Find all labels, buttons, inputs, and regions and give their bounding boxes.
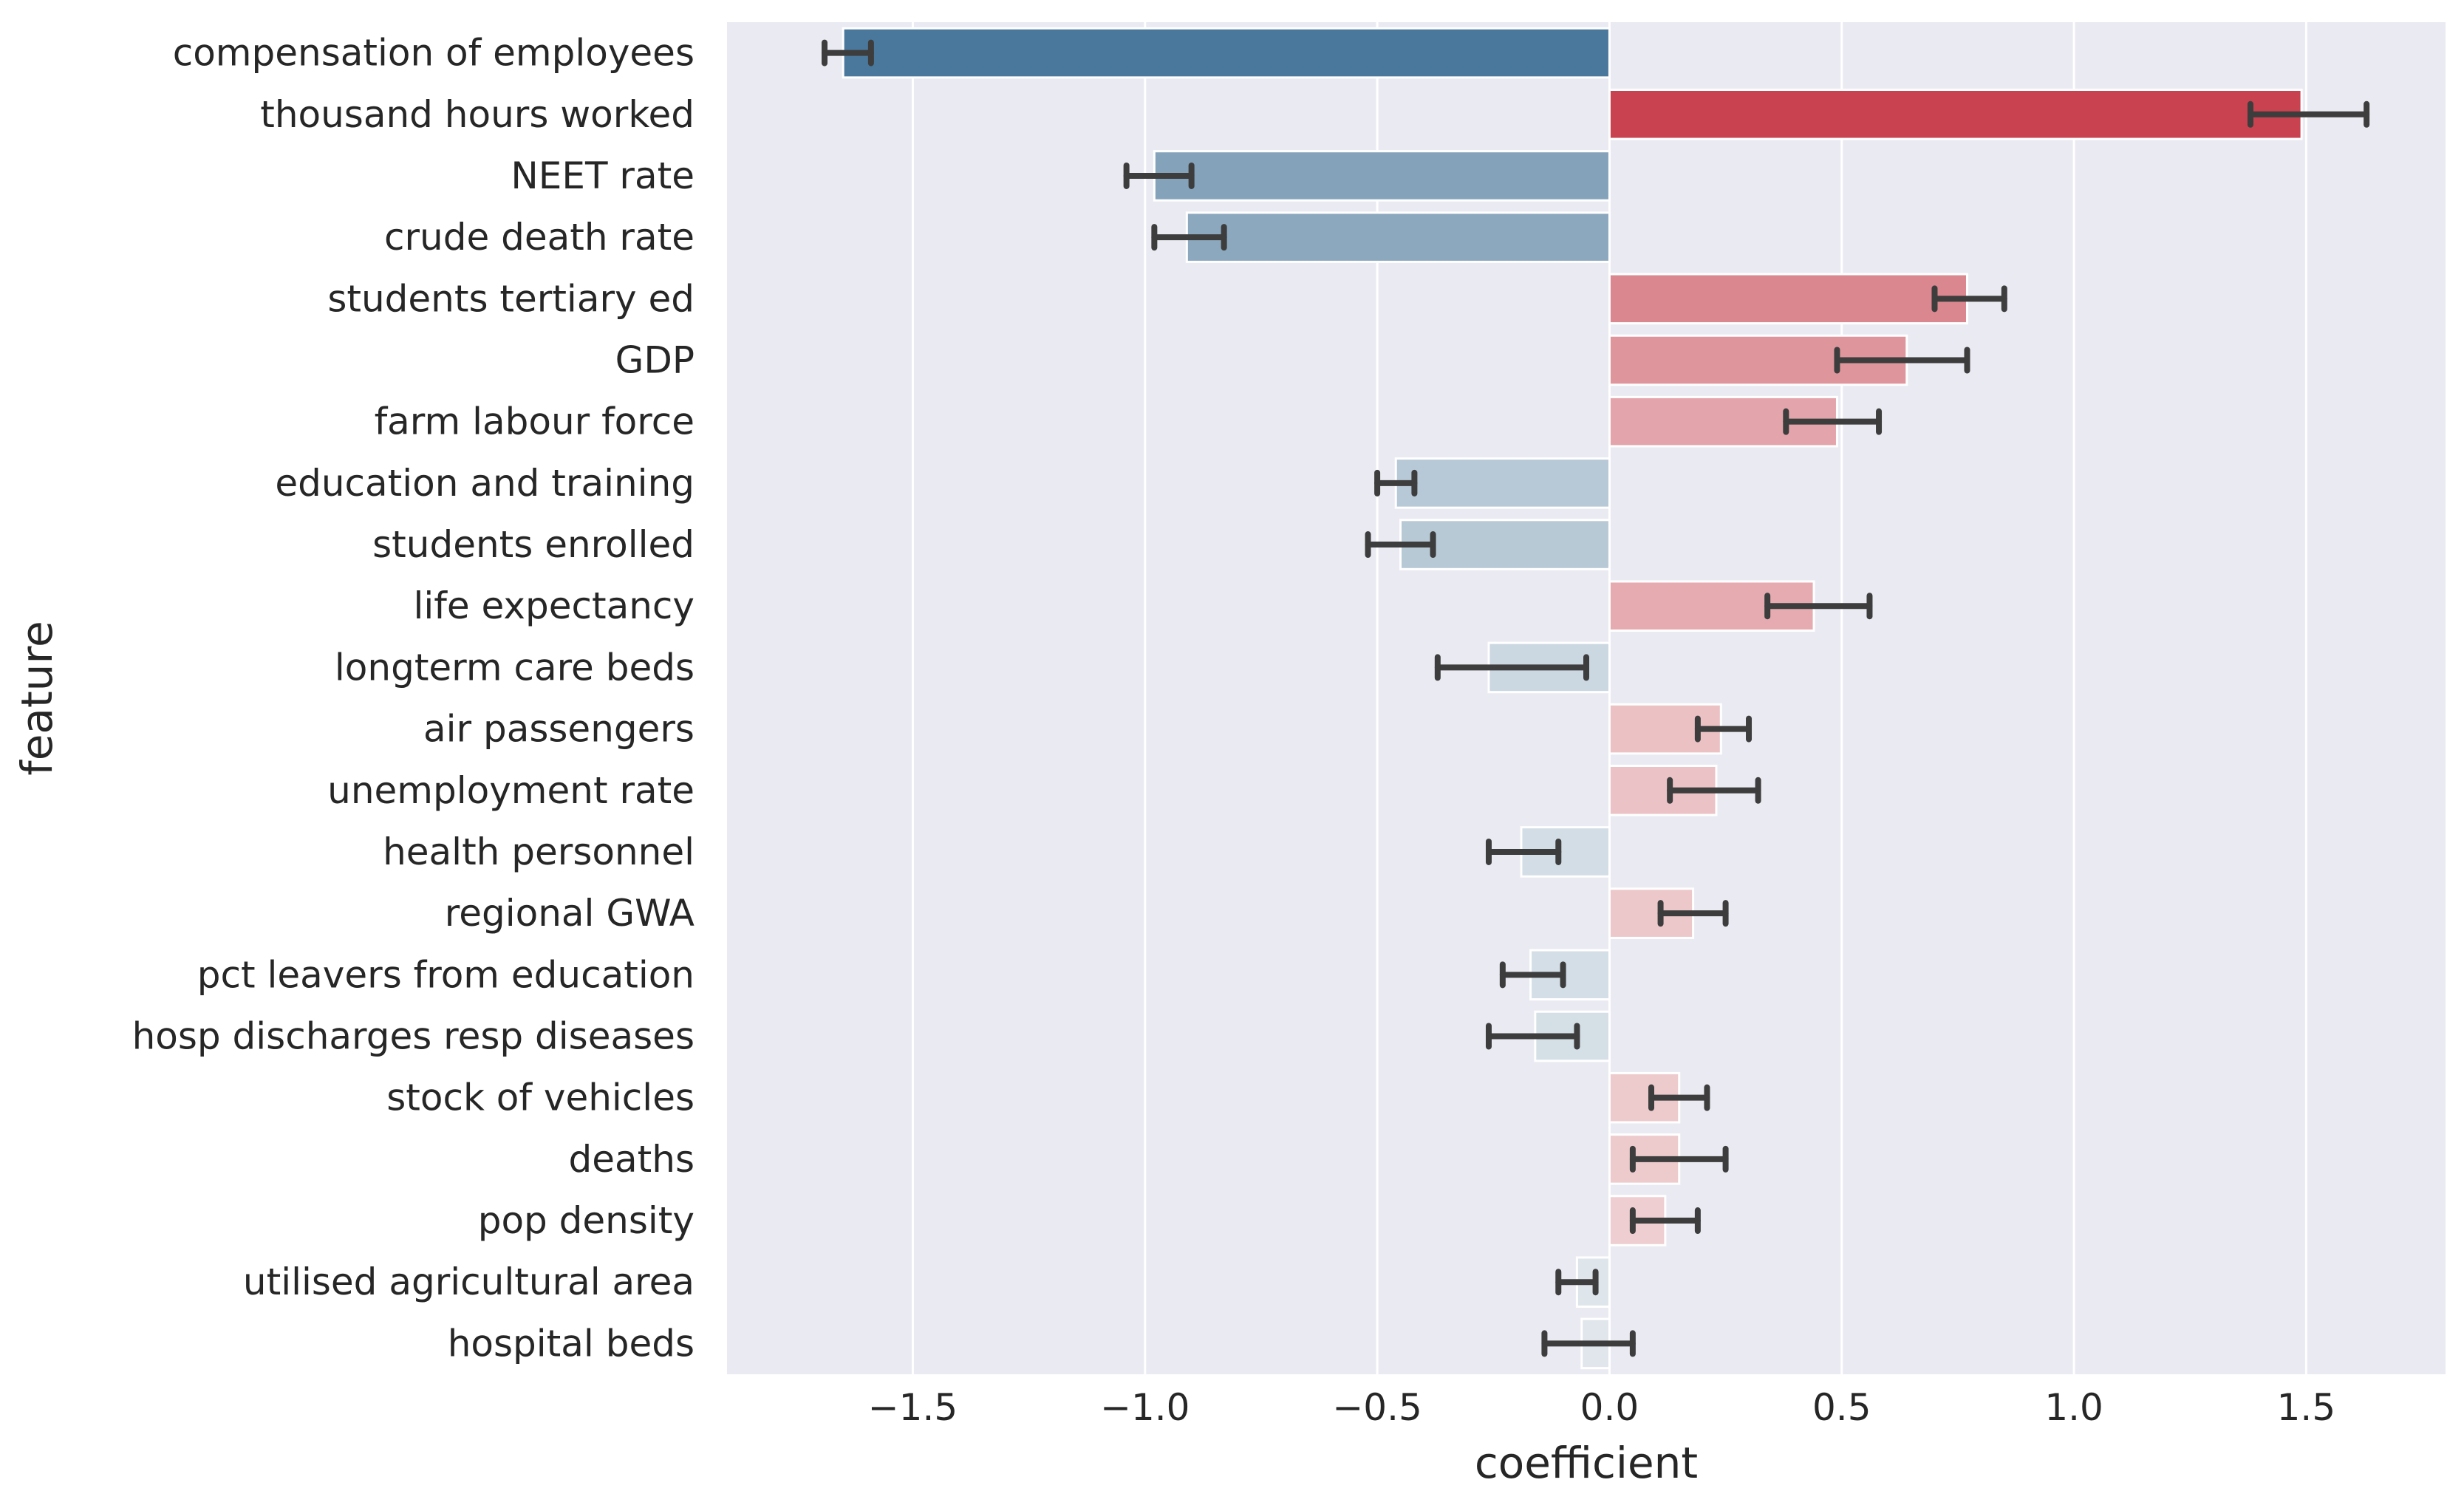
y-tick-label: compensation of employees [173,32,695,75]
error-bar [1648,1084,1710,1111]
x-tick-label: 1.5 [2277,1386,2336,1429]
y-tick-label: hospital beds [448,1322,695,1365]
error-bar [1555,1269,1599,1296]
error-bar [1151,224,1227,251]
error-bar [1834,347,1970,374]
bar [1608,273,1968,325]
error-bars [822,39,2370,1357]
y-tick-labels: compensation of employees thousand hours … [132,32,695,1365]
y-axis-title: feature [12,621,62,775]
y-tick-label: GDP [615,339,695,382]
y-tick-label: thousand hours worked [260,93,695,136]
y-tick-label: students enrolled [372,523,695,566]
error-bar [1629,1145,1729,1173]
error-bar [1764,593,1873,620]
error-bar [1485,838,1562,865]
bar [1153,150,1611,202]
error-bar [1541,1330,1636,1357]
y-tick-label: air passengers [423,708,695,751]
error-bar [1667,777,1761,804]
error-bar [1365,531,1436,559]
error-bar [1499,961,1566,989]
x-tick-label: −1.0 [1100,1386,1190,1429]
x-axis-title: coefficient [1475,1438,1698,1488]
bar [842,27,1611,79]
error-bar [1931,285,2007,313]
y-tick-label: deaths [569,1138,695,1181]
y-tick-label: hosp discharges resp diseases [132,1015,695,1058]
error-bar [1374,469,1418,497]
bar [1608,89,2303,140]
y-tick-label: health personnel [383,830,695,873]
y-tick-label: students tertiary ed [327,277,695,320]
y-tick-label: unemployment rate [327,769,695,812]
x-tick-labels: −1.5 −1.0 −0.5 0.0 0.5 1.0 1.5 [868,1386,2335,1429]
y-tick-label: pop density [478,1199,695,1242]
y-tick-label: NEET rate [511,154,695,197]
y-tick-label: life expectancy [413,584,695,627]
y-tick-label: utilised agricultural area [243,1260,695,1303]
y-tick-label: farm labour force [375,400,695,443]
bar [1394,457,1611,509]
bar [1608,334,1908,386]
error-bar [1783,408,1883,435]
y-tick-label: regional GWA [445,892,695,935]
y-tick-label: stock of vehicles [386,1077,695,1119]
y-tick-label: crude death rate [384,216,695,259]
error-bar [2247,100,2370,128]
y-tick-label: pct leavers from education [197,953,695,996]
error-bar [1485,1023,1580,1050]
bar [1185,211,1611,263]
error-bar [1434,654,1589,681]
error-bar [1694,715,1753,743]
error-bar [1123,162,1195,189]
x-tick-label: 0.5 [1812,1386,1871,1429]
error-bar [1657,900,1729,927]
y-tick-label: education and training [275,462,695,505]
x-tick-label: 1.0 [2044,1386,2103,1429]
x-tick-label: −0.5 [1332,1386,1422,1429]
error-bar [1629,1207,1701,1235]
x-tick-label: 0.0 [1580,1386,1639,1429]
y-tick-label: longterm care beds [335,646,695,689]
error-bar [822,39,874,66]
x-tick-label: −1.5 [868,1386,958,1429]
